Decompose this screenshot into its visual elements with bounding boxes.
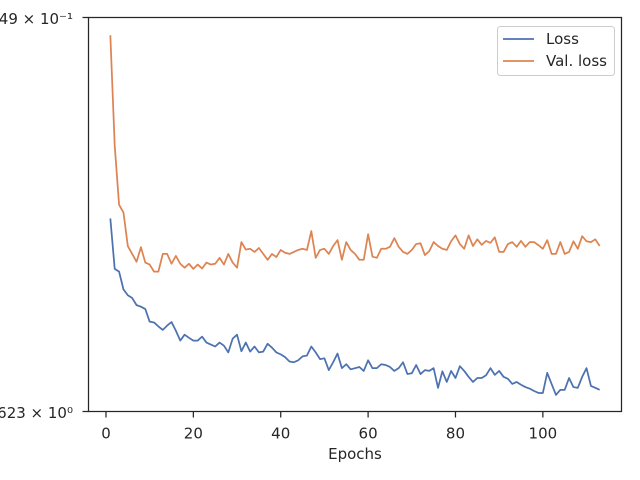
legend: Loss Val. loss — [497, 26, 615, 76]
legend-label-loss: Loss — [546, 30, 579, 48]
x-axis-label: Epochs — [328, 445, 382, 463]
axis-ticks: 0 20 40 60 80 100 — [82, 16, 558, 443]
loss-series-line — [109, 218, 601, 396]
x-tick-label: 100 — [529, 425, 558, 443]
series-lines — [109, 35, 601, 396]
x-tick-label: 40 — [271, 425, 290, 443]
x-tick-label: 20 — [184, 425, 203, 443]
x-tick-label: 0 — [101, 425, 111, 443]
x-tick-label: 80 — [446, 425, 465, 443]
y-tick-label-bottom: 623 × 10⁰ — [0, 404, 73, 422]
legend-label-val-loss: Val. loss — [546, 52, 607, 70]
val-loss-series-line — [109, 35, 601, 273]
x-tick-label: 60 — [359, 425, 378, 443]
y-tick-label-top: 049 × 10⁻¹ — [0, 10, 73, 28]
plot-frame — [87, 16, 623, 413]
